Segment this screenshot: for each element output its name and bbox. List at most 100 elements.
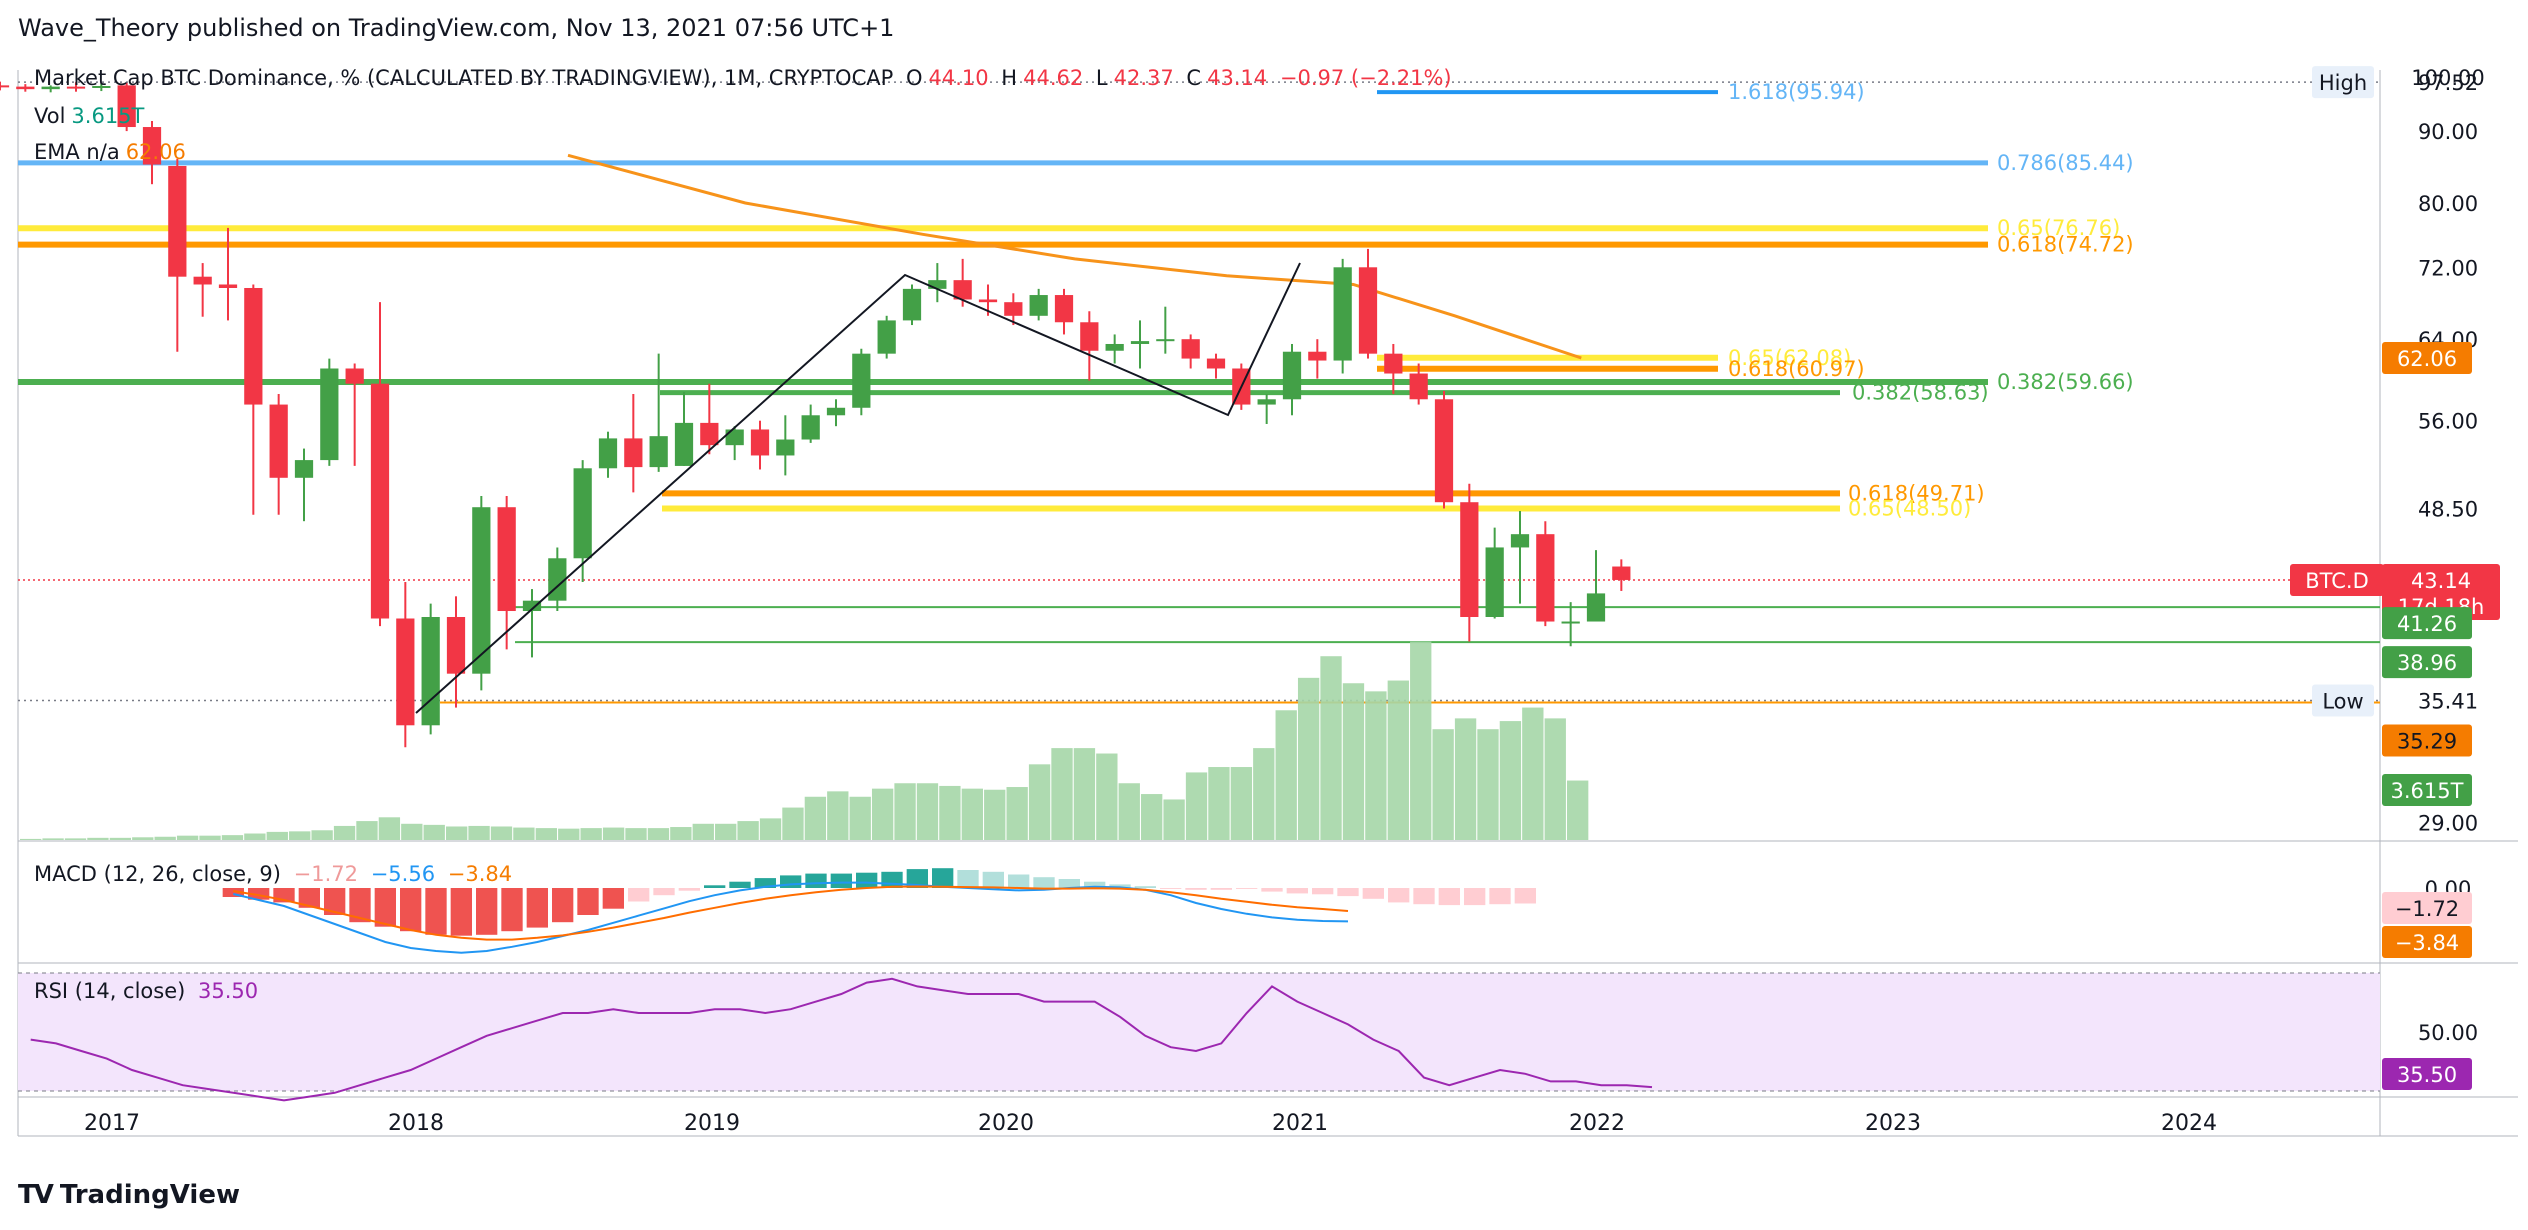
volume-bar [961,788,983,840]
macd-hist-bar [1109,884,1131,888]
candle-body [218,284,238,288]
candle-body [1586,593,1606,622]
macd-hist-bar [222,888,244,897]
volume-bar [1163,799,1185,840]
rsi-band [18,973,2380,1091]
price-tick-top: 100.00 [2411,66,2484,90]
volume-bar [849,796,871,840]
macd-signal-tag-bg [2382,926,2472,958]
support1-tag: 41.26 [2397,612,2457,636]
candle-body [674,422,694,466]
low-fib-tag-bg [2382,724,2472,757]
volume-bar [535,828,557,840]
volume-bar [759,818,782,840]
symbol-tag: BTC.D [2305,569,2369,593]
macd-hist-bar [425,888,447,935]
candle-body [497,507,516,612]
macd-hist-bar [830,873,852,888]
volume-bar [939,785,961,840]
volume-bar [1185,772,1208,840]
ema-value-tag: 62.06 [2397,347,2457,371]
volume-bar [1006,787,1028,840]
macd-hist-bar [704,885,726,888]
ema-line [567,153,1582,360]
candle-body [1257,399,1276,405]
macd-hist-bar [1413,888,1435,905]
candle-body [168,165,187,277]
volume-bar [199,835,221,840]
legend-rsi-row: RSI (14, close) 35.50 [34,979,264,1003]
macd-hist-bar [906,869,928,888]
volume-bar [1096,753,1118,840]
candle-body [1384,353,1403,374]
macd-hist-bar [628,888,650,902]
macd-hist-bar [1185,888,1207,890]
macd-hist-bar [1008,874,1030,888]
candle-body [1536,534,1555,622]
volume-bar [1454,718,1477,840]
fib-0618-mid-label: 0.618(60.97) [1728,357,1865,381]
volume-bar [42,838,64,840]
tradingview-logo-icon: 𝗧𝗩 [18,1180,54,1210]
candle-body [928,280,947,289]
footer-brand[interactable]: 𝗧𝗩 TradingView [18,1180,240,1210]
macd-hist-bar [653,888,675,896]
macd-hist-bar [1134,886,1156,888]
volume-bar [513,827,535,840]
volume-bar [20,838,42,840]
candle-body [725,429,744,446]
fib-065-mid-label: 0.65(62.08) [1728,346,1851,370]
volume-bar [132,837,154,840]
volume-bar [445,826,468,840]
volume-bar [782,807,804,840]
macd-signal-value: −3.84 [447,862,513,886]
candle-body [1105,343,1124,351]
candle-body [244,287,263,405]
candle-body [1510,534,1530,548]
year-tick: 2023 [1865,1111,1921,1136]
candle-body [902,288,922,321]
volume-bar [871,788,894,840]
volume-bar [176,835,199,840]
macd-hist-bar [957,870,979,888]
volume-bar [625,828,647,840]
candle-body [16,86,35,90]
legend-symbol-row: Market Cap BTC Dominance, % (CALCULATED … [34,66,1458,90]
macd-hist-bar [754,878,776,888]
volume-bar [827,791,849,840]
candle-body [624,438,643,468]
volume-bar [1365,691,1387,840]
candle-body [1358,267,1378,354]
candle-body [294,460,314,478]
year-tick: 2020 [978,1111,1034,1136]
volume-bar [1028,764,1051,840]
volume-bar [423,824,445,840]
macd-signal-line [233,885,1349,941]
volume-bar [289,831,311,840]
macd-hist-bar [450,888,472,936]
macd-hist-bar [678,888,700,891]
ema-value-tag-bg [2382,341,2472,374]
candle-body [1004,302,1023,316]
open-label: O [905,66,923,90]
candle-body [877,320,896,354]
macd-hist-bar [1261,888,1283,892]
candle-body [1434,399,1454,503]
macd-hist-bar [602,888,624,909]
volume-bar [356,821,378,840]
symbol-title: Market Cap BTC Dominance, % (CALCULATED … [34,66,894,90]
volume-bar [916,783,939,840]
volume-bar [1141,794,1163,840]
macd-hist-bar [1489,888,1511,905]
volume-bar [984,789,1006,840]
candle-body [1409,373,1428,400]
volume-bar [490,826,513,840]
brand-name: TradingView [59,1180,240,1210]
macd-hist-bar [577,888,599,915]
volume-bar [333,825,356,840]
volume-bar [1320,656,1342,840]
volume-bar [154,836,176,840]
volume-bar [894,783,916,840]
candle-body [573,468,592,559]
